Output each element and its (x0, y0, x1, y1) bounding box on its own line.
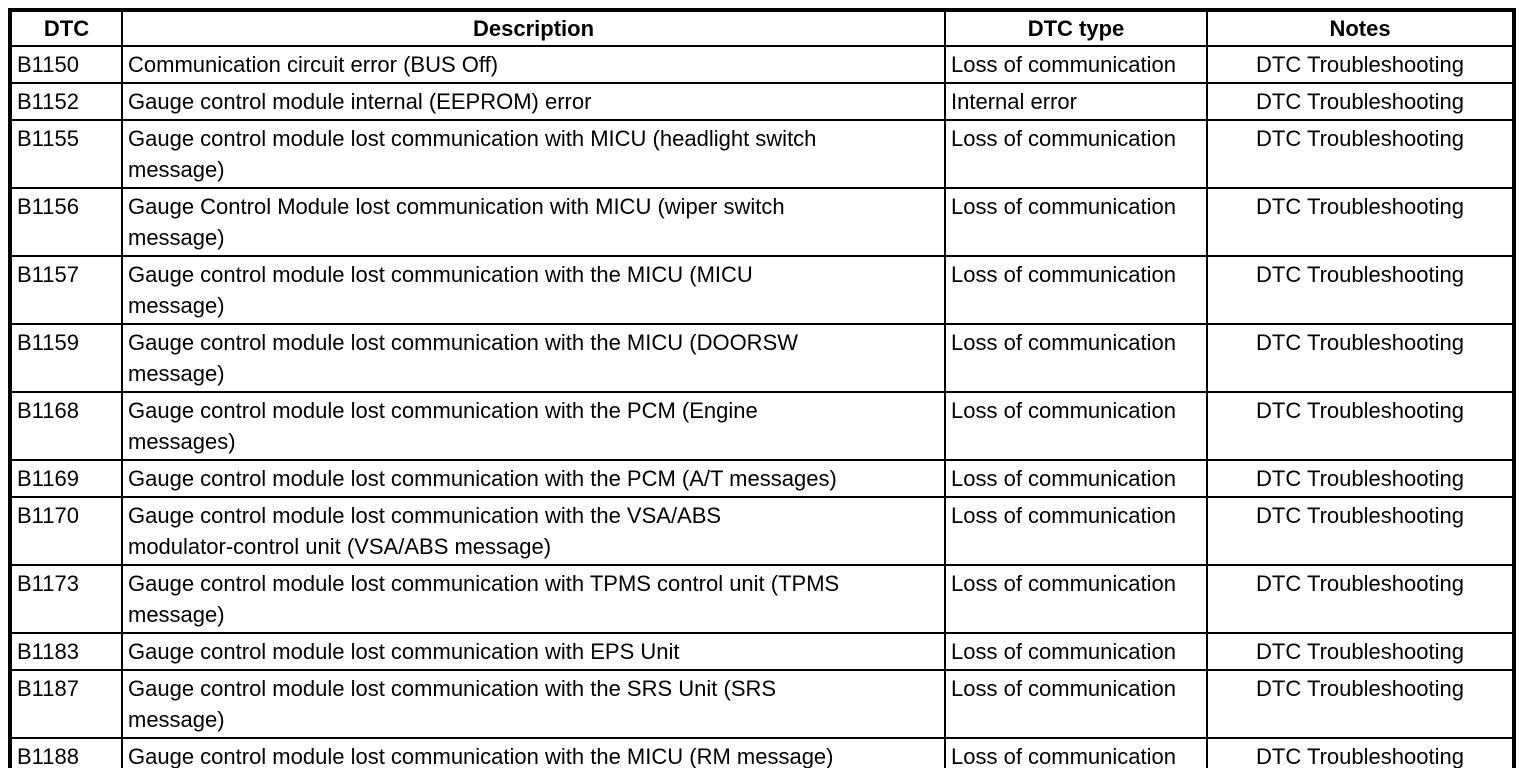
notes-cell: DTC Troubleshooting (1206, 496, 1515, 566)
dtc-type-cell: Loss of communication (944, 496, 1208, 566)
dtc-type-cell: Loss of communication (944, 45, 1208, 84)
notes-cell: DTC Troubleshooting (1206, 737, 1515, 768)
description-cell: Gauge control module lost communication … (121, 119, 946, 189)
notes-cell: DTC Troubleshooting (1206, 391, 1515, 461)
column-header-dtc: DTC (9, 9, 123, 47)
table-row: B1168 Gauge control module lost communica… (9, 391, 1515, 461)
description-cell: Gauge control module lost communication … (121, 323, 946, 393)
table-row: B1157 Gauge control module lost communica… (9, 255, 1515, 325)
column-header-notes: Notes (1206, 9, 1515, 47)
dtc-code-cell: B1155 (9, 119, 123, 189)
column-header-description: Description (121, 9, 946, 47)
table-row: B1183 Gauge control module lost communica… (9, 632, 1515, 671)
dtc-code-table: DTC Description DTC type Notes B1150 Comm… (8, 8, 1516, 768)
dtc-code-cell: B1157 (9, 255, 123, 325)
table-row: B1173 Gauge control module lost communica… (9, 564, 1515, 634)
dtc-type-cell: Internal error (944, 82, 1208, 121)
table-row: B1152 Gauge control module internal (EEPR… (9, 82, 1515, 121)
table-row: B1156 Gauge Control Module lost communica… (9, 187, 1515, 257)
table-row: B1187 Gauge control module lost communica… (9, 669, 1515, 739)
table-body: B1150 Communication circuit error (BUS Of… (9, 45, 1515, 768)
notes-cell: DTC Troubleshooting (1206, 459, 1515, 498)
notes-cell: DTC Troubleshooting (1206, 323, 1515, 393)
dtc-type-cell: Loss of communication (944, 323, 1208, 393)
dtc-code-cell: B1173 (9, 564, 123, 634)
dtc-type-cell: Loss of communication (944, 391, 1208, 461)
table-header-row: DTC Description DTC type Notes (9, 9, 1515, 47)
dtc-code-cell: B1159 (9, 323, 123, 393)
dtc-type-cell: Loss of communication (944, 255, 1208, 325)
table-row: B1188 Gauge control module lost communica… (9, 737, 1515, 768)
description-cell: Gauge control module lost communication … (121, 255, 946, 325)
dtc-type-cell: Loss of communication (944, 669, 1208, 739)
table-row: B1155 Gauge control module lost communica… (9, 119, 1515, 189)
notes-cell: DTC Troubleshooting (1206, 82, 1515, 121)
notes-cell: DTC Troubleshooting (1206, 119, 1515, 189)
notes-cell: DTC Troubleshooting (1206, 45, 1515, 84)
description-cell: Gauge control module internal (EEPROM) e… (121, 82, 946, 121)
description-cell: Gauge control module lost communication … (121, 496, 946, 566)
description-cell: Gauge control module lost communication … (121, 564, 946, 634)
dtc-type-cell: Loss of communication (944, 632, 1208, 671)
notes-cell: DTC Troubleshooting (1206, 669, 1515, 739)
dtc-code-cell: B1168 (9, 391, 123, 461)
dtc-type-cell: Loss of communication (944, 119, 1208, 189)
dtc-code-cell: B1188 (9, 737, 123, 768)
notes-cell: DTC Troubleshooting (1206, 632, 1515, 671)
description-cell: Gauge control module lost communication … (121, 459, 946, 498)
dtc-type-cell: Loss of communication (944, 737, 1208, 768)
notes-cell: DTC Troubleshooting (1206, 564, 1515, 634)
column-header-dtc-type: DTC type (944, 9, 1208, 47)
dtc-code-cell: B1187 (9, 669, 123, 739)
notes-cell: DTC Troubleshooting (1206, 187, 1515, 257)
table-row: B1159 Gauge control module lost communica… (9, 323, 1515, 393)
description-cell: Gauge control module lost communication … (121, 391, 946, 461)
table-row: B1170 Gauge control module lost communica… (9, 496, 1515, 566)
dtc-code-cell: B1156 (9, 187, 123, 257)
description-cell: Gauge control module lost communication … (121, 632, 946, 671)
dtc-type-cell: Loss of communication (944, 187, 1208, 257)
table-row: B1169 Gauge control module lost communica… (9, 459, 1515, 498)
dtc-code-cell: B1183 (9, 632, 123, 671)
description-cell: Gauge control module lost communication … (121, 669, 946, 739)
table-row: B1150 Communication circuit error (BUS Of… (9, 45, 1515, 84)
dtc-code-cell: B1152 (9, 82, 123, 121)
description-cell: Gauge Control Module lost communication … (121, 187, 946, 257)
dtc-code-cell: B1170 (9, 496, 123, 566)
description-cell: Gauge control module lost communication … (121, 737, 946, 768)
dtc-code-cell: B1150 (9, 45, 123, 84)
dtc-type-cell: Loss of communication (944, 459, 1208, 498)
description-cell: Communication circuit error (BUS Off) (121, 45, 946, 84)
dtc-code-cell: B1169 (9, 459, 123, 498)
dtc-type-cell: Loss of communication (944, 564, 1208, 634)
notes-cell: DTC Troubleshooting (1206, 255, 1515, 325)
